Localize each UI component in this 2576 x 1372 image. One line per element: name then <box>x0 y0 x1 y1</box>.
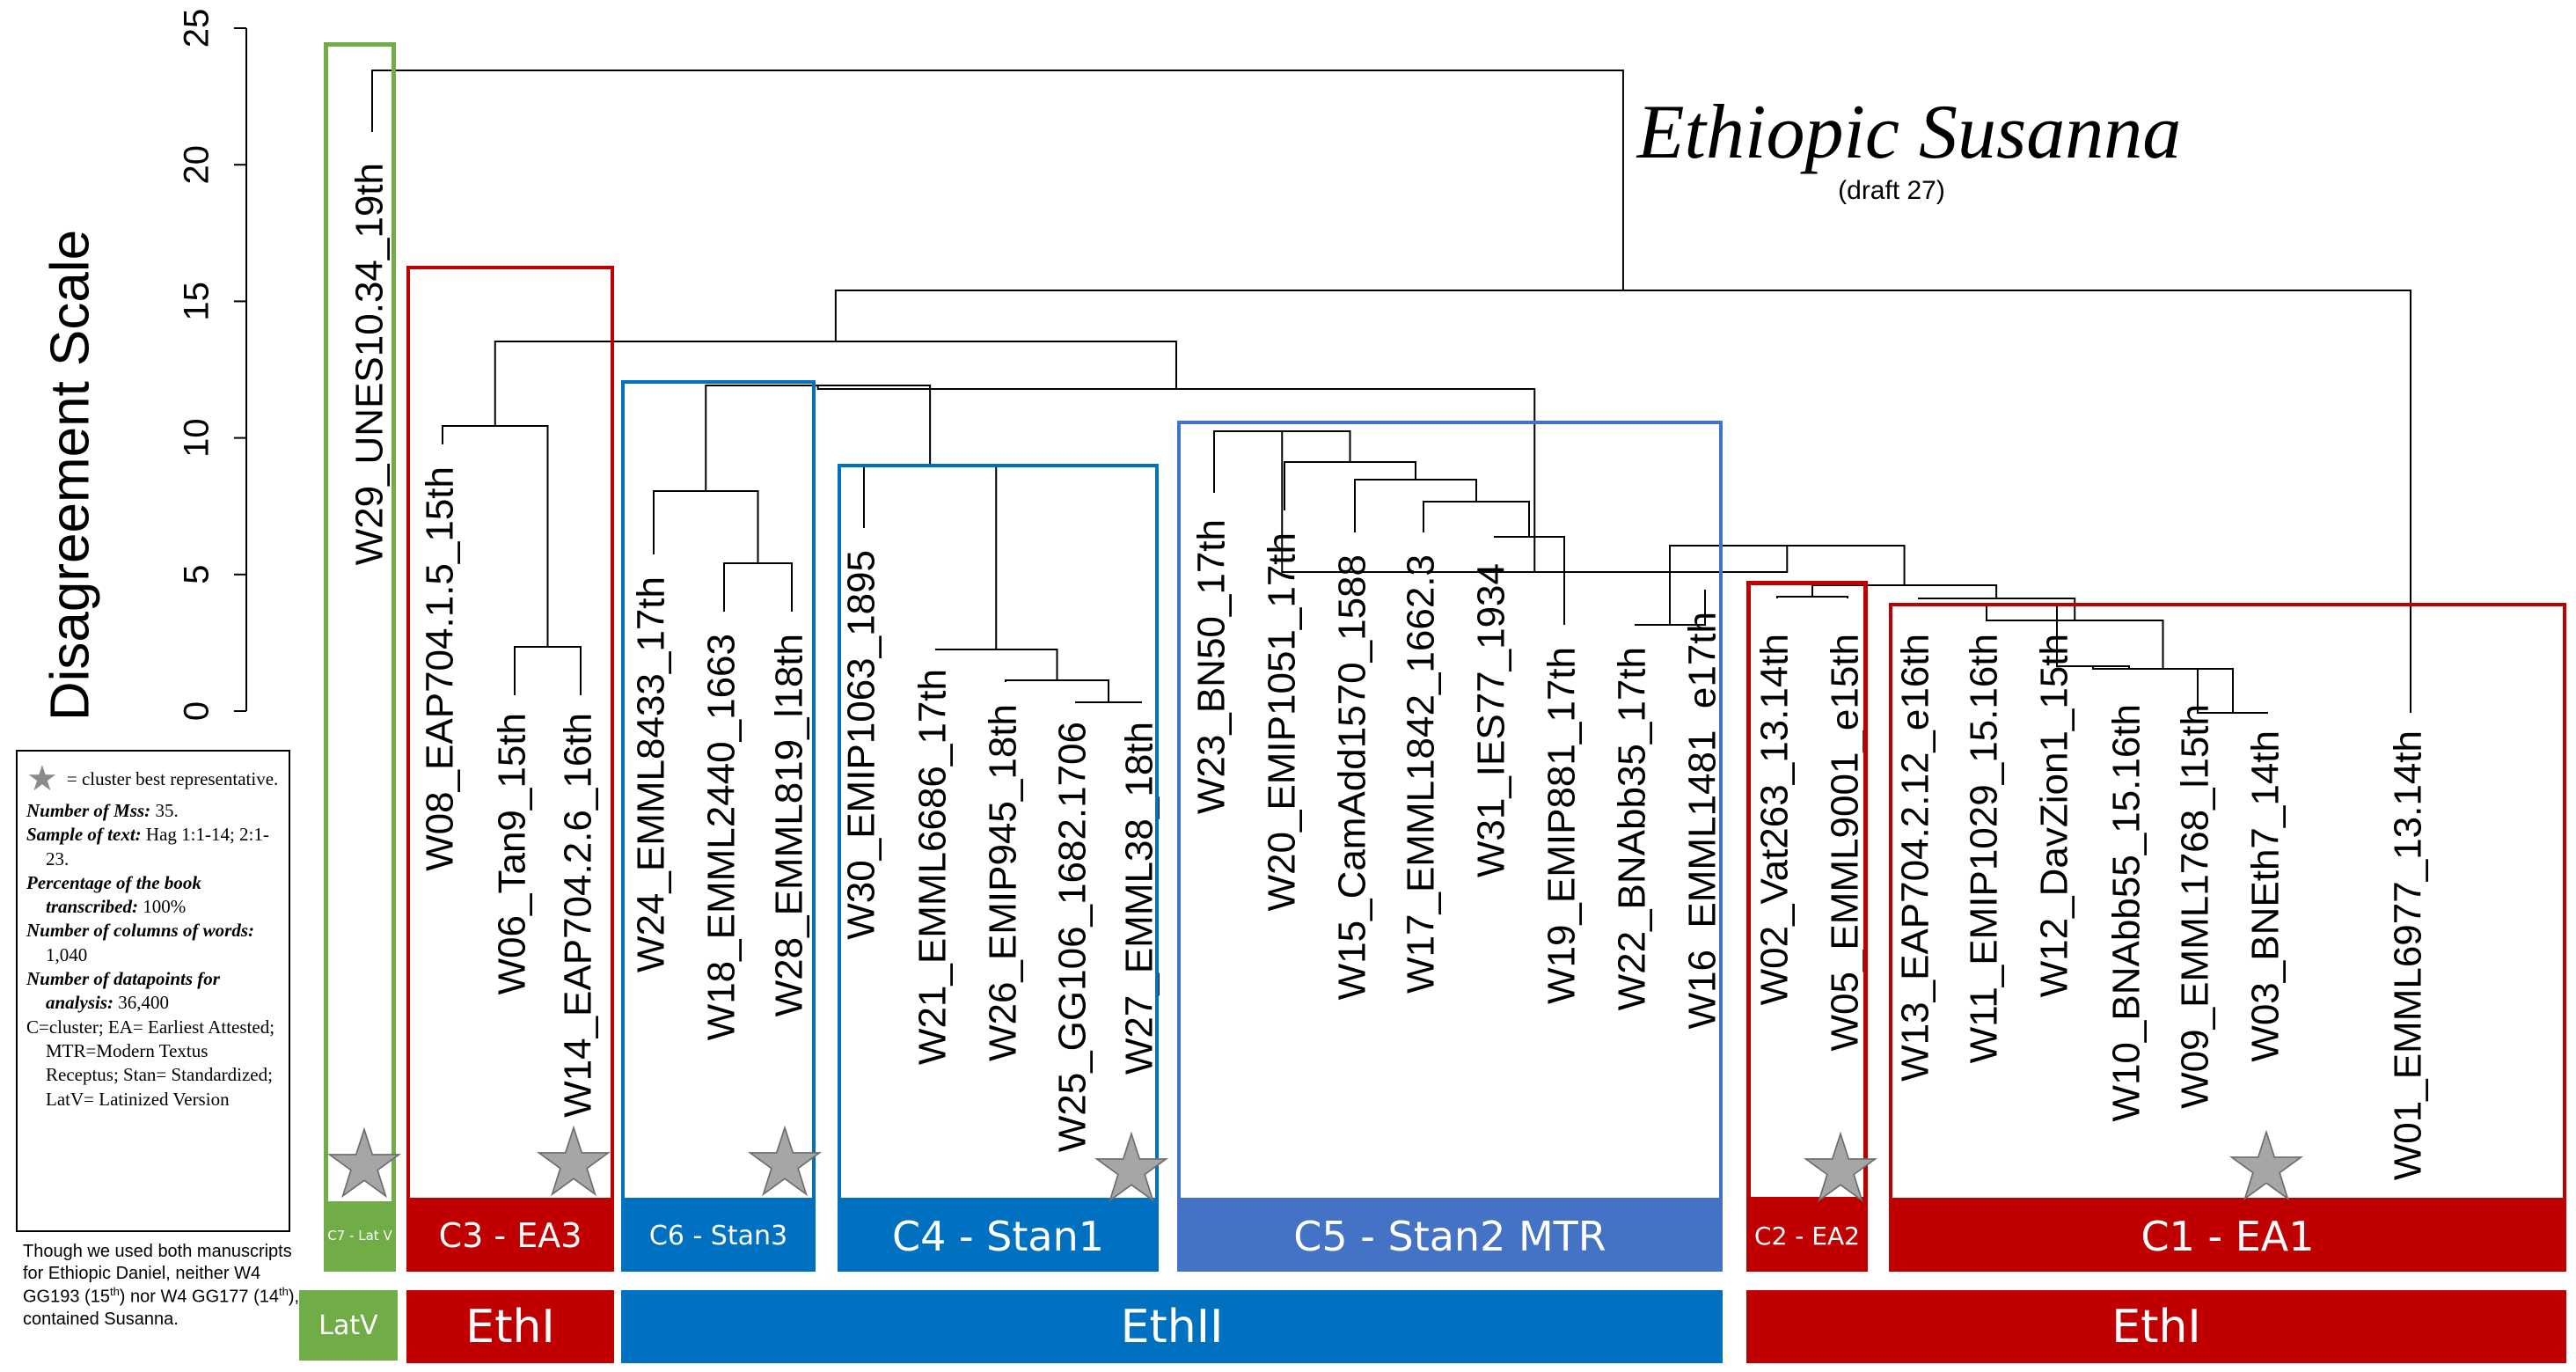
star-icon: ★ <box>26 759 58 798</box>
leaf-label: W27_EMML38_18th <box>1118 722 1161 1075</box>
dendrogram-branch <box>935 649 1058 680</box>
leaf-label: W02_Vat263_13.14th <box>1753 634 1797 1005</box>
leaf-label: W11_EMIP1029_15.16th <box>1963 634 2006 1063</box>
group-label: LatV <box>299 1290 398 1361</box>
dendrogram-branch <box>1635 590 1706 626</box>
dendrogram-branch <box>371 70 1624 290</box>
legend-star-text: = cluster best representative. <box>66 768 279 789</box>
group-label: EthII <box>621 1290 1723 1363</box>
leaf-label: W19_EMIP881_17th <box>1540 647 1584 1004</box>
cluster-box <box>1177 421 1723 1201</box>
leaf-label: W26_EMIP945_18th <box>982 704 1025 1061</box>
figure-subtitle: (draft 27) <box>1838 176 1945 205</box>
cluster-label: C1 - EA1 <box>1889 1201 2566 1272</box>
leaf-labels: W29_UNES10.34_19th W08_EAP704.1.5_15th W06… <box>348 163 2430 1180</box>
cluster-label: C7 - Lat V <box>324 1201 396 1272</box>
dendrogram-branch <box>2197 669 2268 714</box>
legend-datapoints: Number of datapoints for analysis: 36,40… <box>26 968 220 1014</box>
group-label: EthI <box>406 1290 614 1363</box>
leaf-label: W08_EAP704.1.5_15th <box>419 466 462 871</box>
leaf-label: W05_EMML9001_e15th <box>1824 634 1867 1052</box>
star-icon <box>2229 1129 2303 1201</box>
leaf-label: W30_EMIP1063_1895 <box>840 550 883 940</box>
y-tick-label: 15 <box>178 282 216 321</box>
cluster-label: C2 - EA2 <box>1746 1201 1868 1272</box>
leaf-label: W22_BNAbb35_17th <box>1611 647 1654 1010</box>
cluster-label: C5 - Stan2 MTR <box>1177 1201 1723 1272</box>
cluster-label: C4 - Stan1 <box>838 1201 1159 1272</box>
cluster-box <box>1889 603 2566 1201</box>
star-icon <box>327 1126 401 1199</box>
dendrogram-branch <box>1918 598 2076 620</box>
leaf-label: W31_IES77_1934 <box>1470 563 1513 877</box>
cluster-box <box>406 266 614 1201</box>
y-tick-label: 20 <box>178 145 216 185</box>
legend-mss: Number of Mss: 35. <box>26 800 179 821</box>
dendrogram-tree <box>371 70 2411 714</box>
figure-title: Ethiopic Susanna <box>1636 90 2182 175</box>
leaf-label: W28_EMML819_l18th <box>768 634 811 1016</box>
legend-abbreviations: C=cluster; EA= Earliest Attested; MTR=Mo… <box>26 1016 275 1110</box>
y-axis-title: Disagreement Scale <box>40 230 100 721</box>
y-tick-label: 0 <box>178 701 216 721</box>
legend-box: ★ = cluster best representative. Number … <box>16 750 290 1232</box>
leaf-label: W20_EMIP1051_17th <box>1261 532 1304 912</box>
leaf-label: W21_EMML6686_17th <box>911 669 955 1065</box>
leaf-label: W10_BNAbb55_15.16th <box>2105 704 2148 1122</box>
leaf-label: W17_EMML1842_1662.3 <box>1400 554 1443 994</box>
star-icon <box>537 1125 611 1197</box>
star-icon <box>1094 1131 1168 1203</box>
legend-sample: Sample of text: Hag 1:1-14; 2:1-23. <box>26 824 269 869</box>
leaf-label: W12_DavZion1_15th <box>2033 634 2076 997</box>
y-axis: 0 5 10 15 20 25 Disagreement Scale <box>40 9 247 721</box>
leaf-label: W03_BNEth7_14th <box>2244 730 2287 1062</box>
leaf-label: W25_GG106_1682.1706 <box>1051 722 1094 1152</box>
cluster-box <box>1746 581 1868 1201</box>
leaf-label: W24_EMML8433_17th <box>630 576 673 972</box>
leaf-label: W16_EMML1481_e17th <box>1681 612 1724 1030</box>
group-label: EthI <box>1746 1290 2566 1363</box>
cluster-box <box>621 380 816 1201</box>
y-tick-label: 10 <box>178 418 216 457</box>
legend-percent: Percentage of the book transcribed: 100% <box>26 871 201 918</box>
leaf-label: W23_BN50_17th <box>1190 519 1233 814</box>
leaf-label: W09_EMML1768_l15th <box>2174 704 2217 1109</box>
leaf-label: W18_EMML2440_1663 <box>700 634 743 1040</box>
leaf-label: W13_EAP704.2.12_e16th <box>1894 634 1937 1082</box>
legend-columns: Number of columns of words: 1,040 <box>26 920 255 965</box>
footnote: Though we used both manuscripts for Ethi… <box>23 1242 300 1329</box>
leaf-label: W29_UNES10.34_19th <box>348 163 392 565</box>
leaf-label: W14_EAP704.2.6_16th <box>557 713 600 1118</box>
star-icon <box>1804 1131 1877 1203</box>
leaf-label: W01_EMML6977_13.14th <box>2387 730 2430 1180</box>
cluster-box <box>838 464 1159 1201</box>
leaf-label: W15_CamAdd1570_1588 <box>1331 554 1374 1000</box>
cluster-box <box>324 42 396 1230</box>
leaf-label: W06_Tan9_15th <box>491 713 534 994</box>
star-icon <box>748 1125 822 1197</box>
dendrogram-branch <box>1494 536 1565 625</box>
cluster-label: C6 - Stan3 <box>621 1201 816 1272</box>
cluster-label: C3 - EA3 <box>406 1201 614 1272</box>
y-tick-label: 25 <box>178 9 216 48</box>
y-tick-label: 5 <box>178 565 216 584</box>
legend-star-row: ★ = cluster best representative. <box>26 759 280 798</box>
